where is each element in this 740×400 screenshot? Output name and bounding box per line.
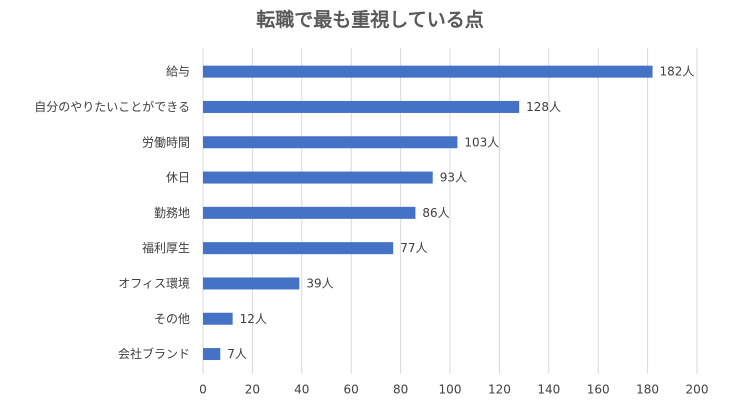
x-tick-label: 180 — [636, 383, 659, 397]
bars — [203, 65, 653, 361]
category-label: その他 — [154, 312, 190, 326]
category-label: 労働時間 — [142, 135, 190, 149]
bar — [203, 242, 394, 255]
category-label: 給与 — [166, 65, 190, 79]
bar — [203, 277, 300, 290]
category-label: 休日 — [166, 171, 190, 185]
data-label: 7人 — [227, 347, 247, 361]
bar — [203, 65, 653, 78]
bar — [203, 136, 458, 149]
x-tick-label: 60 — [344, 383, 359, 397]
category-label: 勤務地 — [154, 206, 190, 220]
category-label: 自分のやりたいことができる — [34, 99, 190, 114]
x-tick-label: 120 — [488, 383, 511, 397]
data-label: 12人 — [240, 312, 267, 326]
category-label: オフィス環境 — [118, 275, 190, 290]
x-tick-label: 100 — [439, 383, 462, 397]
x-tick-label: 80 — [393, 383, 408, 397]
x-axis-ticks: 0 20 40 60 80 100 120 140 160 180 200 — [199, 383, 708, 397]
x-tick-label: 140 — [537, 383, 560, 397]
data-label: 86人 — [422, 206, 449, 220]
data-label: 182人 — [660, 65, 695, 79]
data-labels: 182人 128人 103人 93人 86人 77人 39人 12人 7人 — [227, 65, 694, 361]
bar — [203, 348, 221, 361]
category-label: 会社ブランド — [118, 346, 190, 361]
bar — [203, 206, 416, 219]
category-label: 福利厚生 — [142, 240, 190, 255]
data-label: 77人 — [400, 241, 427, 255]
data-label: 128人 — [526, 100, 561, 114]
data-label: 39人 — [306, 276, 333, 290]
category-labels: 給与自分のやりたいことができる労働時間休日勤務地福利厚生オフィス環境その他会社ブ… — [34, 65, 190, 361]
x-tick-label: 20 — [245, 383, 260, 397]
x-tick-label: 200 — [686, 383, 709, 397]
data-label: 93人 — [440, 171, 467, 185]
x-tick-label: 40 — [294, 383, 309, 397]
chart-title: 転職で最も重視している点 — [256, 8, 483, 31]
data-label: 103人 — [464, 135, 499, 149]
x-tick-label: 160 — [587, 383, 610, 397]
bar — [203, 312, 233, 325]
bar — [203, 171, 433, 184]
x-tick-label: 0 — [199, 383, 207, 397]
bar — [203, 100, 520, 113]
